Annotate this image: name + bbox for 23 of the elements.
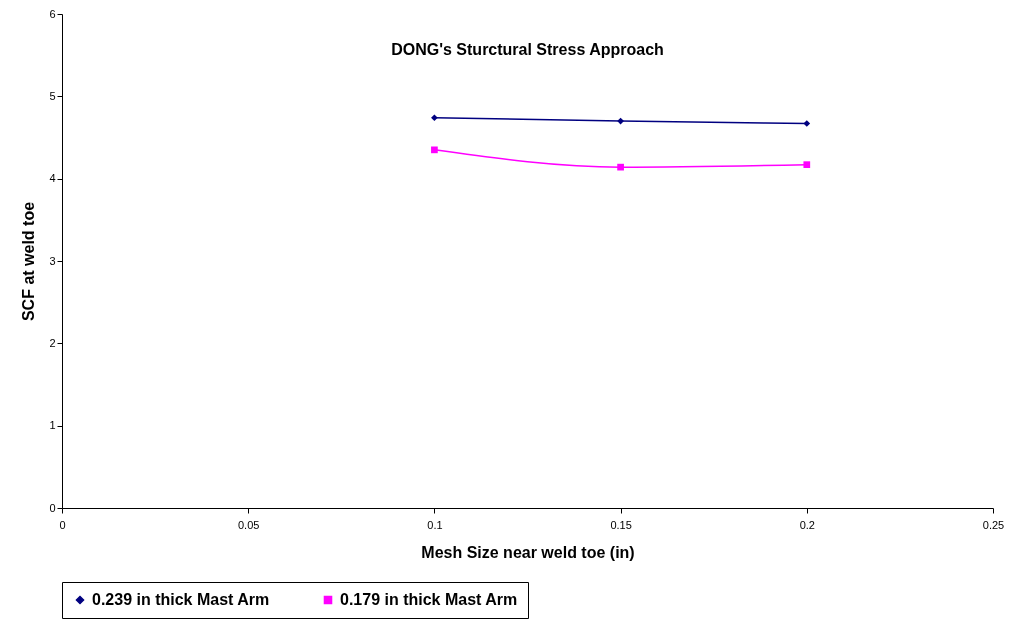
y-tick-label: 1 xyxy=(49,419,56,432)
x-tick-label: 0.05 xyxy=(237,518,260,531)
x-tick-label: 0.25 xyxy=(982,518,1005,531)
point xyxy=(431,114,438,122)
y-tick-label: 5 xyxy=(49,89,56,102)
y-tick-label: 4 xyxy=(49,172,56,185)
x-tick-label: 0.2 xyxy=(799,518,815,531)
x-tick-label: 0.1 xyxy=(427,518,443,531)
point xyxy=(803,120,811,127)
legend-label: 0.239 in thick Mast Arm xyxy=(92,591,270,608)
y-tick-label: 2 xyxy=(49,336,56,349)
text: DONG's Sturctural Stress Approach xyxy=(391,41,664,58)
legend-label: 0.179 in thick Mast Arm xyxy=(340,591,518,608)
x-tick-label: 0 xyxy=(59,518,66,531)
point xyxy=(617,163,624,171)
x-tick-label: 0.15 xyxy=(610,518,632,531)
point xyxy=(431,146,438,154)
y-tick-label: 3 xyxy=(49,254,56,267)
point xyxy=(803,161,811,169)
y-tick-label: 6 xyxy=(49,7,56,20)
x-axis-title: Mesh Size near weld toe (in) xyxy=(421,543,635,561)
y-axis-title: SCF at weld toe xyxy=(20,201,38,322)
y-tick-label: 0 xyxy=(49,501,56,514)
